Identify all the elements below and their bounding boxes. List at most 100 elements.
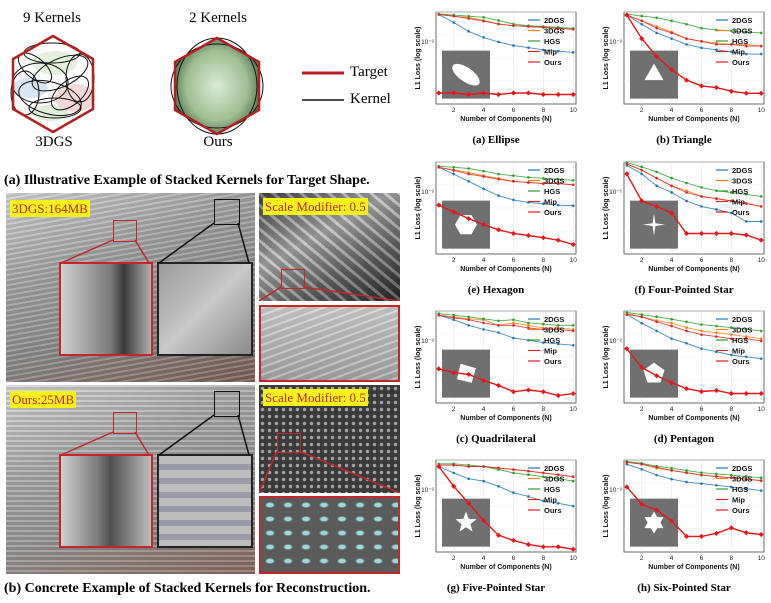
data-point [639,364,645,370]
data-point [555,392,561,399]
data-point [685,329,688,333]
x-tick-label: 8 [542,555,546,562]
legend-label: HGS [544,37,560,46]
data-point [512,44,515,47]
data-point [542,48,545,52]
data-point [700,333,703,336]
data-point [744,475,748,478]
data-point [452,169,456,172]
series-line [438,466,574,507]
data-point [759,195,763,198]
data-point [512,318,515,322]
data-point [542,182,545,185]
data-point [730,473,733,477]
legend-label: 2DGS [732,16,752,25]
data-point [555,237,561,243]
data-point [497,484,500,488]
x-tick-label: 10 [758,555,766,562]
data-point [640,313,644,316]
data-point [451,483,457,489]
y-tick-label: 10⁻² [421,39,435,46]
data-point [700,26,703,30]
data-point [685,480,688,484]
data-point [497,19,500,22]
data-point [670,184,673,188]
data-point [744,355,748,359]
photo-ours-roof [6,385,255,574]
legend-label: Ours [544,506,562,515]
legend-label: 2DGS [732,315,752,324]
legend-label: Mip [732,198,745,207]
x-tick-label: 10 [570,257,578,264]
data-point [744,327,748,331]
data-point [482,321,485,325]
data-point [467,167,470,170]
x-tick-label: 4 [670,555,674,562]
data-point [655,473,658,477]
data-point [683,533,690,539]
data-point [452,316,456,320]
data-point [744,337,748,340]
data-point [700,205,703,208]
data-point [700,323,703,326]
data-point [571,329,575,333]
chart-caption: (g) Five-Pointed Star [446,582,546,594]
data-point [685,181,688,185]
data-point [759,205,763,208]
data-point [497,319,500,323]
legend-label: 2DGS [544,464,564,473]
data-point [715,208,718,211]
data-point [571,183,575,187]
tag-ours-size: Ours:25MB [10,391,77,408]
x-axis-label: Number of Components (N) [460,116,551,123]
legend-label: 2DGS [544,166,564,175]
x-tick-label: 10 [570,107,578,114]
target-shape [643,213,665,236]
data-point [497,40,500,44]
data-point [744,44,748,48]
series-line [626,460,762,479]
data-point [451,370,457,376]
data-point [685,191,688,194]
series-line [626,312,762,332]
series-line [626,173,762,241]
series-line [626,164,762,222]
data-point [640,315,644,319]
zoom-box-red-scale-ours [277,433,301,453]
x-tick-label: 6 [700,406,704,413]
x-tick-label: 8 [542,406,546,413]
data-point [744,193,748,196]
data-point [625,313,629,316]
data-point [743,232,749,238]
data-point [683,386,690,392]
data-point [527,326,530,330]
target-shape [452,63,480,86]
data-point [670,469,673,472]
data-point [624,12,630,18]
data-point [640,22,644,26]
data-point [482,479,485,483]
x-axis-label: Number of Components (N) [460,415,551,422]
data-point [451,90,457,96]
zoom-box-black-small-ours [214,391,240,417]
x-tick-label: 4 [670,107,674,114]
data-point [700,46,703,50]
legend-label: 2DGS [544,315,564,324]
data-point [527,46,530,49]
y-tick-label: 10⁻² [421,338,435,345]
series-line [438,464,574,478]
data-point [570,241,576,248]
stacked-kernels-3dgs [10,34,95,134]
x-tick-label: 2 [640,406,644,413]
data-point [624,171,630,177]
series-line [626,162,762,197]
data-point [527,181,530,184]
legend-label: HGS [544,187,560,196]
series-line [438,165,574,181]
legend-label: HGS [732,336,748,345]
kernel-illustration [10,34,344,136]
data-point [730,199,733,203]
data-point [744,220,748,223]
